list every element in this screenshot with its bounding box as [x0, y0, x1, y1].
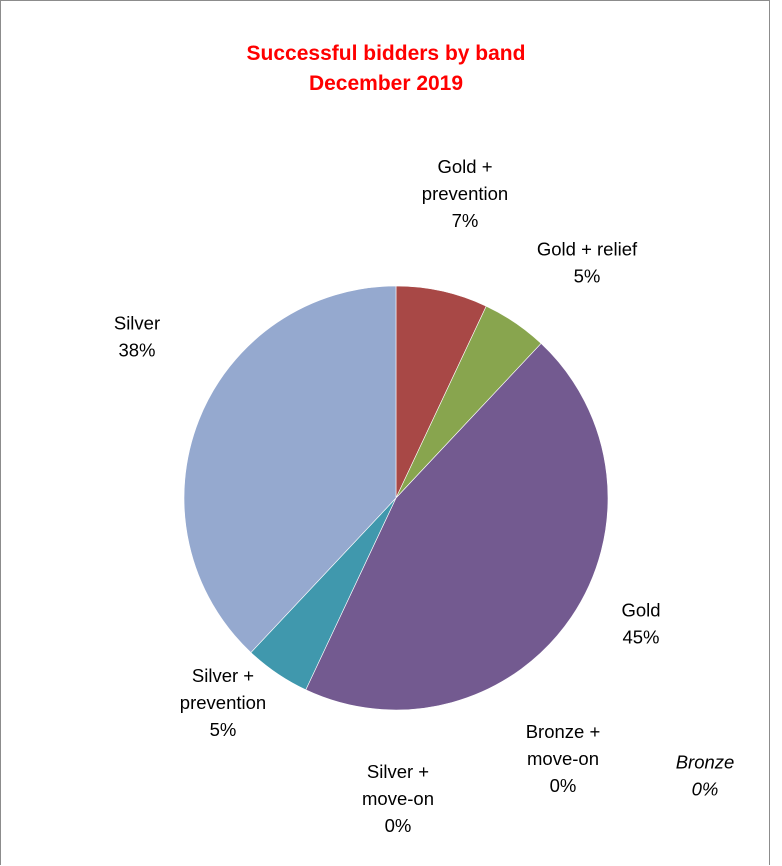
slice-name-label: move-on [362, 788, 434, 809]
slice-percent-label: 0% [550, 775, 577, 796]
chart-title-line: Successful bidders by band [246, 42, 526, 65]
chart-title: Successful bidders by band December 2019 [1, 39, 771, 99]
slice-percent-label: 5% [574, 266, 601, 287]
pie-slices [183, 285, 609, 711]
slice-label-silver-move-on: Silver + move-on 0% [362, 761, 434, 836]
slice-name-label: Gold [621, 600, 660, 621]
slice-label-gold: Gold 45% [621, 600, 660, 648]
slice-percent-label: 0% [692, 779, 719, 800]
slice-name-label: Bronze [676, 752, 735, 773]
slice-name-label: prevention [422, 183, 508, 204]
slice-label-gold-prevention: Gold + prevention 7% [422, 156, 508, 231]
slice-name-label: Silver + [192, 665, 254, 686]
slice-label-silver: Silver 38% [114, 313, 160, 361]
slice-label-bronze-move-on: Bronze + move-on 0% [526, 721, 601, 796]
pie-labels: Gold + prevention 7% Gold + relief 5% Gold 45%… [114, 156, 734, 836]
slice-name-label: prevention [180, 692, 266, 713]
slice-percent-label: 5% [210, 719, 237, 740]
slice-label-gold-relief: Gold + relief 5% [537, 239, 638, 287]
slice-percent-label: 38% [118, 340, 155, 361]
slice-percent-label: 7% [452, 210, 479, 231]
slice-name-label: Silver [114, 313, 160, 334]
slice-name-label: Gold + relief [537, 239, 638, 260]
slice-name-label: Gold + [437, 156, 492, 177]
pie-slice-gold [305, 343, 609, 711]
slice-name-label: Bronze + [526, 721, 601, 742]
slice-percent-label: 0% [385, 815, 412, 836]
slice-label-silver-prevention: Silver + prevention 5% [180, 665, 266, 740]
pie-slice-silver [183, 285, 397, 653]
slice-label-bronze: Bronze 0% [676, 752, 735, 800]
slice-name-label: move-on [527, 748, 599, 769]
slice-percent-label: 45% [622, 627, 659, 648]
slice-name-label: Silver + [367, 761, 429, 782]
chart-subtitle-line: December 2019 [308, 72, 464, 95]
